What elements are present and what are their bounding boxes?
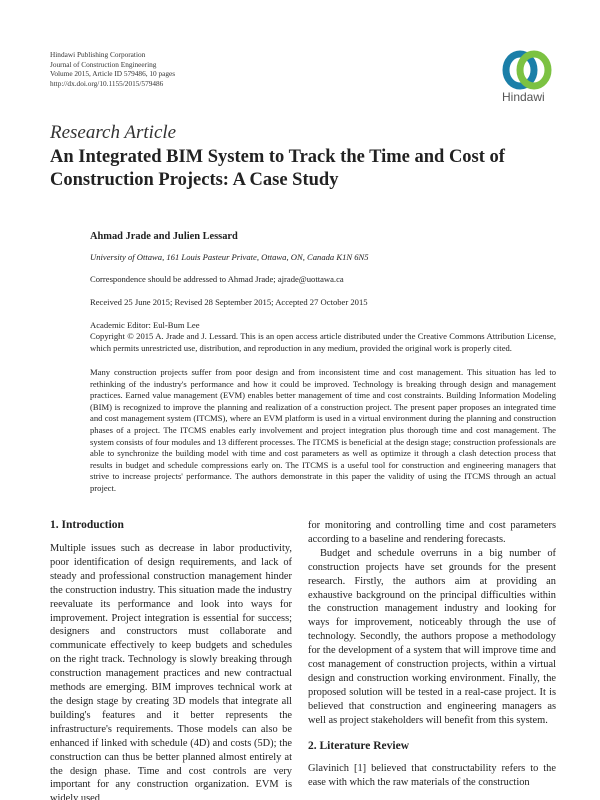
left-column: 1. Introduction Multiple issues such as … [50,518,292,800]
paragraph: for monitoring and controlling time and … [308,520,556,545]
paragraph: Glavinich [1] believed that constructabi… [308,762,556,788]
volume-line: Volume 2015, Article ID 579486, 10 pages [50,69,176,79]
article-type: Research Article [50,122,177,143]
right-column: for monitoring and controlling time and … [308,519,556,789]
paper-title: An Integrated BIM System to Track the Ti… [50,147,505,190]
journal-header: Hindawi Publishing Corporation Journal o… [50,50,175,88]
section-heading: 2. Literature Review [308,739,410,752]
paragraph: Budget and schedule overruns in a big nu… [308,547,556,726]
copyright: Copyright © 2015 A. Jrade and J. Lessard… [90,331,556,353]
abstract: Many construction projects suffer from p… [90,367,556,493]
academic-editor: Academic Editor: Eul-Bum Lee [90,320,200,330]
section-heading: 1. Introduction [50,519,124,531]
hindawi-logo-icon [502,50,552,90]
publisher-line: Hindawi Publishing Corporation [50,50,146,59]
correspondence: Correspondence should be addressed to Ah… [90,274,344,284]
dates: Received 25 June 2015; Revised 28 Septem… [90,297,368,307]
doi-link[interactable]: http://dx.doi.org/10.1155/2015/579486 [50,78,164,88]
paragraph: Multiple issues such as decrease in labo… [50,543,292,800]
authors: Ahmad Jrade and Julien Lessard [90,231,238,242]
journal-line: Journal of Construction Engineering [50,59,157,69]
logo-text: Hindawi [502,90,545,104]
affiliation: University of Ottawa, 161 Louis Pasteur … [90,252,369,262]
